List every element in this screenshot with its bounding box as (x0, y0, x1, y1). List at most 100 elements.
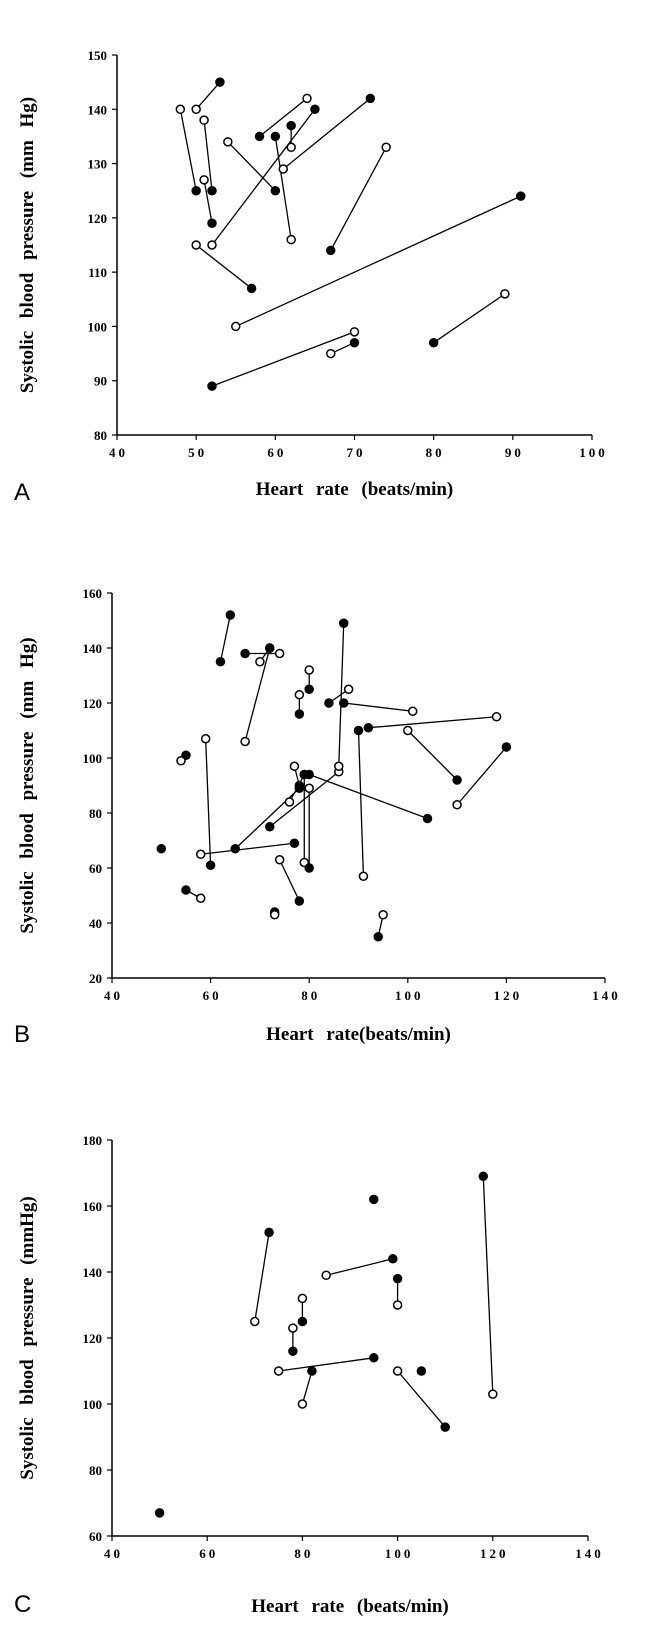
y-tick-label: 140 (88, 102, 108, 117)
open-point (358, 871, 369, 881)
filled-point (294, 709, 305, 719)
pair-link (203, 179, 213, 224)
x-tick-label: 70 (347, 445, 366, 460)
filled-point (181, 885, 191, 895)
filled-point (264, 1227, 274, 1238)
open-point (288, 1323, 298, 1333)
open-point (223, 137, 233, 147)
open-point (231, 321, 241, 332)
y-tick-label: 160 (83, 1199, 103, 1214)
filled-point (392, 1273, 403, 1284)
y-tick-label: 180 (83, 1133, 103, 1148)
filled-point (304, 863, 314, 873)
open-point (278, 164, 288, 174)
filled-point (205, 860, 216, 870)
y-tick-label: 80 (89, 1463, 102, 1478)
filled-point (422, 813, 433, 824)
x-tick-label: 100 (385, 1546, 414, 1561)
x-tick-label: 40 (104, 988, 123, 1003)
open-point (273, 1366, 284, 1376)
filled-point (207, 218, 217, 229)
pair-link (279, 859, 300, 902)
panel: 40 60 80 100 120 14020406080100120140160Heart… (14, 586, 621, 1048)
pair-link (200, 842, 295, 855)
open-point (199, 115, 209, 125)
open-point (200, 734, 211, 744)
open-point (195, 849, 206, 859)
filled-point (288, 1346, 298, 1356)
y-tick-label: 120 (83, 1331, 103, 1346)
pair-link (195, 244, 252, 289)
open-point (343, 684, 354, 694)
open-point (304, 665, 314, 675)
open-point (392, 1300, 403, 1310)
open-point (286, 142, 296, 153)
x-tick-label: 60 (199, 1546, 218, 1561)
y-tick-label: 60 (89, 1529, 102, 1544)
open-point (286, 234, 296, 245)
filled-point (324, 698, 334, 708)
pair-link (282, 97, 371, 170)
open-point (381, 142, 391, 153)
y-tick-label: 20 (89, 971, 102, 986)
pair-link (205, 738, 212, 866)
filled-point (388, 1254, 398, 1264)
filled-point (191, 185, 201, 196)
open-point (500, 289, 510, 299)
y-tick-label: 110 (88, 265, 107, 280)
open-point (407, 706, 418, 716)
open-point (488, 1389, 498, 1399)
open-point (289, 761, 300, 771)
filled-point (363, 723, 374, 733)
filled-point (270, 185, 281, 196)
open-point (191, 104, 201, 115)
filled-point (310, 104, 320, 115)
filled-point (369, 1353, 379, 1363)
open-point (195, 893, 206, 903)
y-tick-label: 140 (83, 1265, 103, 1280)
open-point (491, 712, 502, 722)
filled-point (254, 131, 265, 142)
open-point (240, 736, 250, 747)
filled-point (501, 742, 512, 752)
open-point (304, 783, 314, 793)
open-point (274, 855, 285, 865)
filled-point (416, 1366, 427, 1376)
open-point (349, 327, 360, 337)
pair-link (357, 730, 365, 877)
open-point (334, 761, 344, 771)
filled-point (452, 775, 462, 785)
panel: 40 60 80 100 120 1406080100120140160180Heart … (14, 1133, 601, 1618)
filled-point (294, 896, 305, 906)
filled-point (270, 131, 281, 142)
pair-link (244, 647, 271, 742)
open-point (207, 240, 217, 250)
pair-link (343, 702, 413, 712)
filled-point (156, 844, 167, 854)
open-point (302, 93, 312, 104)
x-tick-label: 140 (592, 988, 621, 1003)
pair-link (308, 773, 428, 820)
panel-label: A (14, 479, 30, 506)
pair-link (338, 623, 345, 767)
filled-point (365, 93, 376, 104)
x-tick-label: 120 (494, 988, 523, 1003)
x-tick-label: 40 (109, 445, 128, 460)
pair-link (368, 716, 497, 729)
y-axis-title: Systolic blood pressure (mm Hg) (17, 97, 38, 393)
filled-point (289, 838, 300, 848)
pair-link (278, 1357, 374, 1372)
y-tick-label: 90 (94, 374, 107, 389)
x-tick-label: 60 (203, 988, 222, 1003)
x-axis-title: Heart rate(beats/min) (266, 1024, 451, 1045)
x-tick-label: 40 (104, 1546, 123, 1561)
filled-point (230, 844, 240, 854)
x-tick-label: 100 (395, 988, 424, 1003)
y-tick-label: 60 (89, 861, 102, 876)
open-point (403, 725, 413, 736)
filled-point (353, 725, 364, 736)
pair-link (179, 109, 197, 191)
open-point (378, 910, 388, 920)
pair-link (301, 1370, 313, 1405)
filled-point (215, 77, 225, 87)
